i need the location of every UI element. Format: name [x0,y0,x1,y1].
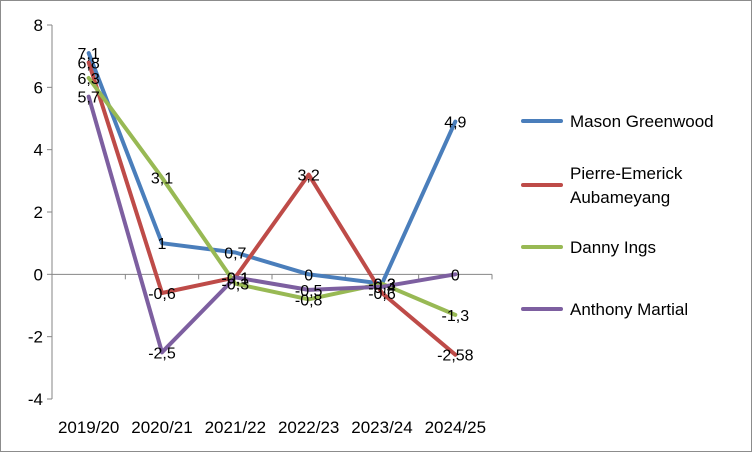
series-line-1 [86,60,458,357]
x-tick-label: 2021/22 [205,418,266,437]
legend-label-line: Aubameyang [570,188,670,207]
data-label: 0,7 [224,246,246,263]
data-label: -2,5 [148,345,176,362]
data-label: 0 [304,267,313,284]
y-tick-label: 8 [34,16,43,35]
legend-label: Pierre-Emerick Aubameyang [570,164,683,207]
y-tick-label: -2 [28,328,43,347]
y-tick-label: 6 [34,78,43,97]
legend-label-line: Pierre-Emerick [570,164,683,183]
data-label: -1,3 [442,308,470,325]
series-line-2 [86,76,458,317]
y-tick-label: 2 [34,203,43,222]
data-label: -0,8 [295,292,323,309]
x-tick-label: 2022/23 [278,418,339,437]
y-tick-label: 4 [34,141,43,160]
x-tick-label: 2023/24 [351,418,412,437]
data-label: 6,3 [78,71,100,88]
legend: Mason Greenwood Pierre-Emerick Aubameyang D… [521,112,714,319]
data-label: -0,5 [295,283,323,300]
data-label: -2,58 [437,348,474,365]
legend-label: Mason Greenwood [570,112,714,131]
data-label: -0,6 [368,286,396,303]
data-label: -0,1 [222,270,250,287]
data-label: -0,1 [222,270,250,287]
data-label: 4,9 [444,115,466,132]
data-label: -0,3 [222,277,250,294]
legend-label: Danny Ings [570,238,656,257]
axes: -4 -2 0 2 4 6 8 2019/20 2020/21 2021/22 2022/23 202… [28,16,493,437]
data-label: 0 [451,267,460,284]
data-label: -0,3 [368,277,396,294]
data-label: 1 [158,236,167,253]
x-tick-label: 2020/21 [131,418,192,437]
series-line-0 [86,51,458,286]
y-tick-label: -4 [28,390,43,409]
data-labels: 7,1 1 0,7 0 -0,3 4,9 6,8 -0,6 -0,1 3,2 -0,6 -2,58 6,… [78,46,474,365]
data-label: 5,7 [78,90,100,107]
y-tick-label: 0 [34,265,43,284]
data-label: 3,2 [298,168,320,185]
data-label: -0,4 [368,280,396,297]
data-label: -0,3 [368,277,396,294]
x-tick-label: 2024/25 [425,418,486,437]
series-lines [86,51,458,357]
data-label: 3,1 [151,171,173,188]
data-label: 7,1 [78,46,100,63]
data-label: 6,8 [78,55,100,72]
legend-label: Anthony Martial [570,300,688,319]
series-line-3 [86,94,458,355]
x-tick-label: 2019/20 [58,418,119,437]
data-label: -0,6 [148,286,176,303]
